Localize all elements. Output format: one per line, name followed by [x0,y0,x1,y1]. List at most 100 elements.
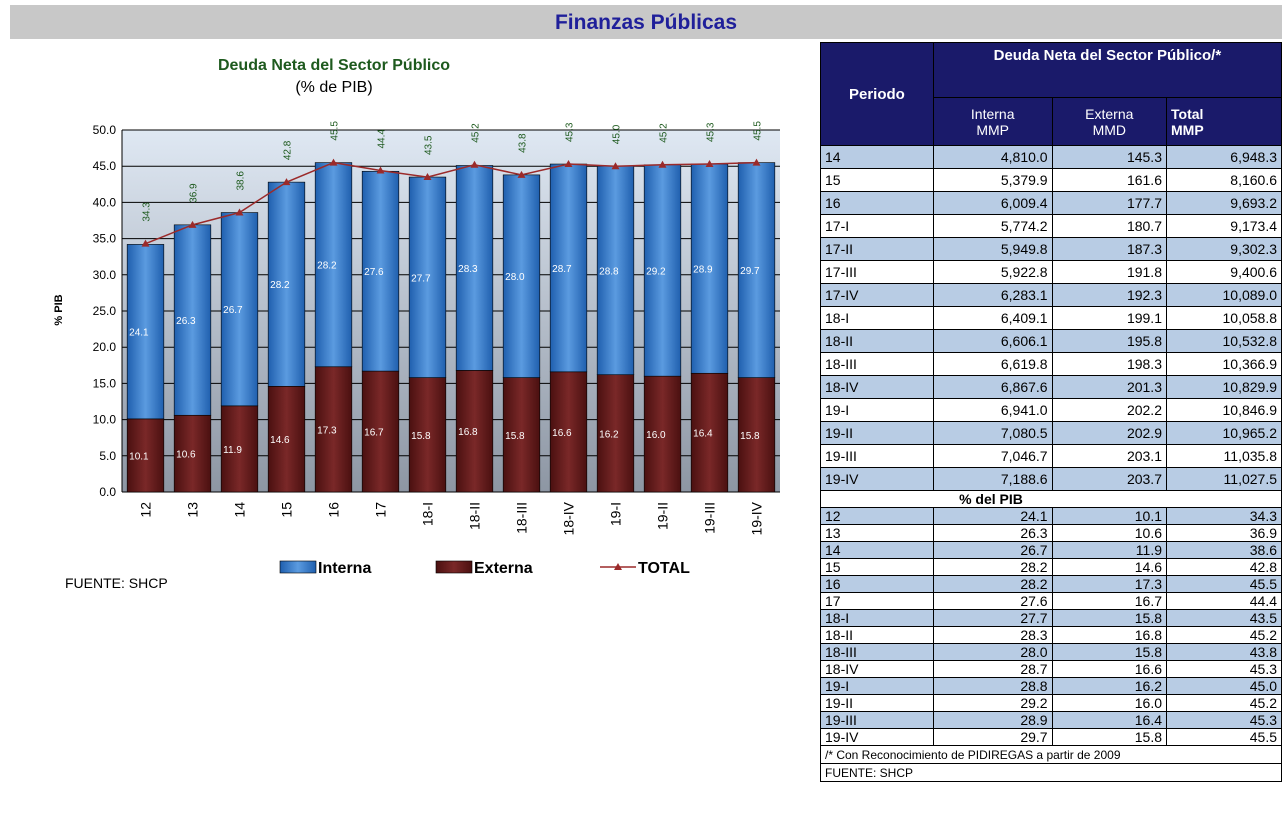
table-cell: 10,965.2 [1166,421,1282,445]
table-row: 14 4,810.0 145.3 6,948.3 [820,145,1282,169]
total-label: 45.3 [565,122,576,142]
table-cell: 29.2 [932,694,1053,712]
table-cell: 180.7 [1051,214,1168,238]
table-row: 19-IV 29.7 15.8 45.5 [820,728,1282,746]
table-row: 17 27.6 16.7 44.4 [820,592,1282,610]
total-marker [470,160,479,168]
bar-externa [408,377,447,493]
chart-title: Deuda Neta del Sector Público [218,57,450,74]
note-cell: /* Con Reconocimiento de PIDIREGAS a par… [820,745,1282,764]
table-cell: 7,080.5 [932,421,1053,445]
table-cell: 8,160.6 [1166,168,1282,192]
table-cell: 45.3 [1166,660,1282,678]
table-cell: 34.3 [1166,507,1282,525]
bar-externa [643,375,682,493]
legend-label: Interna [318,560,371,577]
table-cell: 203.7 [1051,467,1168,491]
total-marker [611,162,620,170]
table-cell: 16.8 [1051,626,1168,644]
y-tick-label: 15.0 [93,376,117,390]
data-table: Periodo Deuda Neta del Sector Público/* In… [820,42,1282,782]
chart-subtitle: (% de PIB) [295,79,372,96]
table-cell: 28.3 [932,626,1053,644]
header-row: Periodo Deuda Neta del Sector Público/* [820,42,1282,146]
bar-interna [737,162,776,378]
data-label: 28.0 [505,272,525,283]
table-cell: 45.5 [1166,728,1282,746]
y-tick-label: 30.0 [93,268,117,282]
data-label: 10.1 [129,451,149,462]
table-cell: 16.6 [1051,660,1168,678]
data-label: 11.9 [223,445,242,456]
table-cell: 6,619.8 [932,352,1053,376]
data-label: 14.6 [270,435,290,446]
x-tick-label: 18-II [467,502,483,530]
table-cell: 10,829.9 [1166,375,1282,399]
table-row: 17-I 5,774.2 180.7 9,173.4 [820,214,1282,238]
bar-interna [643,164,682,377]
header-text: Total [1171,105,1204,122]
table-cell: 44.4 [1166,592,1282,610]
data-label: 15.8 [740,431,760,442]
legend-swatch [435,560,473,574]
data-label: 17.3 [317,425,337,436]
legend-marker [614,563,622,570]
y-tick-label: 40.0 [93,195,117,209]
bar-interna [173,224,212,416]
table-cell: 6,948.3 [1166,145,1282,169]
x-tick-label: 13 [185,502,201,518]
table-row: 18-II 28.3 16.8 45.2 [820,626,1282,644]
table-row: 18-IV 6,867.6 201.3 10,829.9 [820,375,1282,399]
bar-externa [502,377,541,493]
data-label: 10.6 [176,450,196,461]
table-cell: 16.7 [1051,592,1168,610]
data-label: 29.2 [646,266,666,277]
table-cell: 28.9 [932,711,1053,729]
table-cell: 9,173.4 [1166,214,1282,238]
table-cell: 199.1 [1051,306,1168,330]
table-row: 18-III 6,619.8 198.3 10,366.9 [820,352,1282,376]
data-label: 16.0 [646,430,666,441]
table-cell: 7,188.6 [932,467,1053,491]
header-cell: Total MMP [1166,97,1282,146]
table-cell: 15 [820,168,934,192]
total-marker [705,160,714,168]
total-marker [188,220,197,228]
table-cell: 11,035.8 [1166,444,1282,468]
table-cell: 13 [820,524,934,542]
bar-interna [361,170,400,372]
table-cell: 10,846.9 [1166,398,1282,422]
table-cell: 5,949.8 [932,237,1053,261]
table-cell: 45.5 [1166,575,1282,593]
bar-externa [549,371,588,493]
x-tick-label: 18-I [420,502,436,526]
bar-interna [314,162,353,368]
total-label: 34.3 [142,202,153,222]
data-label: 28.8 [599,266,619,277]
table-cell: 203.1 [1051,444,1168,468]
y-tick-label: 0.0 [99,485,116,499]
legend-swatch [279,560,317,574]
x-tick-label: 14 [232,502,248,518]
data-label: 16.4 [693,429,713,440]
data-label: 26.3 [176,316,196,327]
table-cell: 36.9 [1166,524,1282,542]
table-cell: 10,366.9 [1166,352,1282,376]
table-cell: 195.8 [1051,329,1168,353]
table-cell: 19-I [820,398,934,422]
header-cell: Deuda Neta del Sector Público/* [932,42,1282,98]
table-row: 17-IV 6,283.1 192.3 10,089.0 [820,283,1282,307]
table-cell: 17-III [820,260,934,284]
table-row: 18-I 27.7 15.8 43.5 [820,609,1282,627]
table-cell: 17 [820,592,934,610]
table-cell: 17-II [820,237,934,261]
total-label: 45.2 [471,123,482,143]
total-marker [235,208,244,216]
table-row: 14 26.7 11.9 38.6 [820,541,1282,559]
data-label: 24.1 [129,328,149,339]
table-cell: 28.8 [932,677,1053,695]
total-marker [752,158,761,166]
bar-interna [549,163,588,373]
legend-label: TOTAL [638,560,690,577]
data-label: 16.7 [364,428,384,439]
